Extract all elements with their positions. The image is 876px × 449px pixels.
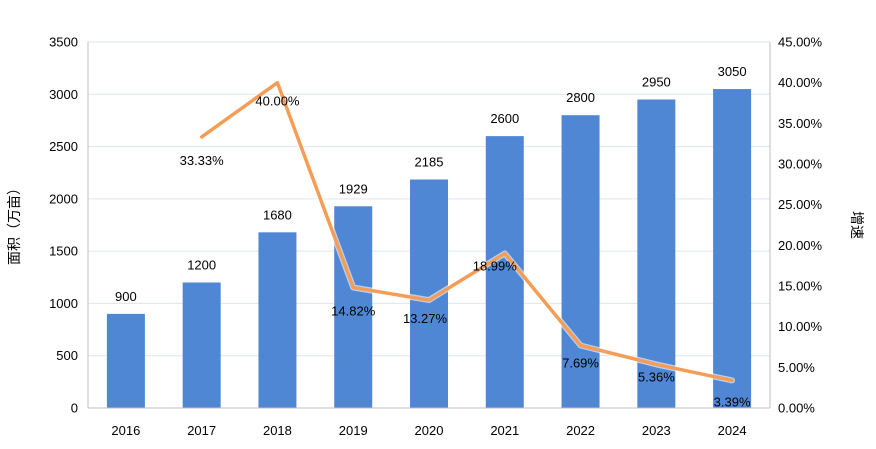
x-tick-label: 2016 (111, 423, 140, 438)
line-value-label: 40.00% (255, 94, 300, 109)
x-tick-label: 2023 (642, 423, 671, 438)
line-value-label: 13.27% (403, 311, 448, 326)
x-tick-label: 2021 (490, 423, 519, 438)
bar (713, 89, 752, 409)
line-value-label: 14.82% (331, 303, 376, 318)
line-series (198, 79, 736, 384)
y-tick-label: 1500 (49, 244, 78, 259)
line-value-label: 18.99% (473, 259, 518, 274)
bar-value-label: 1929 (339, 181, 368, 196)
bar (561, 115, 600, 408)
y2-axis-title: 增速 (849, 211, 865, 239)
x-tick-label: 2017 (187, 423, 216, 438)
x-tick-label: 2019 (339, 423, 368, 438)
bar-value-label: 3050 (718, 64, 747, 79)
line-value-label: 7.69% (562, 355, 599, 370)
bar (182, 282, 221, 408)
bar-value-label: 2600 (490, 111, 519, 126)
line-value-label: 33.33% (180, 153, 225, 168)
y-tick-label: 3500 (49, 35, 78, 50)
growth-line (199, 80, 734, 383)
y2-tick-label: 5.00% (778, 360, 815, 375)
y2-tick-label: 45.00% (778, 35, 823, 50)
y2-tick-label: 10.00% (778, 319, 823, 334)
bar-value-label: 2800 (566, 90, 595, 105)
bar (637, 99, 676, 408)
y2-tick-label: 15.00% (778, 279, 823, 294)
y2-tick-label: 20.00% (778, 238, 823, 253)
line-value-label: 5.36% (638, 369, 675, 384)
y-tick-label: 0 (71, 401, 78, 416)
bar-value-label: 1680 (263, 207, 292, 222)
y2-tick-label: 30.00% (778, 157, 823, 172)
bar-value-label: 2185 (415, 155, 444, 170)
bar-value-label: 2950 (642, 75, 671, 90)
y-tick-label: 3000 (49, 87, 78, 102)
y-tick-label: 2000 (49, 191, 78, 206)
y2-tick-label: 35.00% (778, 116, 823, 131)
y-tick-label: 500 (56, 348, 78, 363)
y2-tick-label: 25.00% (778, 197, 823, 212)
bar (258, 232, 297, 408)
axes: 0 500 1000 1500 2000 2500 3000 3500 0.00% 5.00% 10… (49, 35, 822, 439)
x-tick-label: 2020 (415, 423, 444, 438)
x-tick-label: 2022 (566, 423, 595, 438)
bar (106, 313, 145, 408)
bar-value-label: 900 (115, 289, 137, 304)
x-tick-label: 2024 (718, 423, 747, 438)
bar-value-label: 1200 (187, 258, 216, 273)
y-tick-label: 2500 (49, 139, 78, 154)
y-axis-title: 面积（万亩） (6, 181, 22, 265)
x-tick-label: 2018 (263, 423, 292, 438)
bar (334, 206, 373, 408)
y-tick-label: 1000 (49, 296, 78, 311)
line-value-label: 3.39% (714, 394, 751, 409)
y2-tick-label: 0.00% (778, 401, 815, 416)
data-labels: 900 1200 1680 1929 2185 2600 2800 2950 3050 33.33… (115, 64, 751, 409)
y2-tick-label: 40.00% (778, 75, 823, 90)
